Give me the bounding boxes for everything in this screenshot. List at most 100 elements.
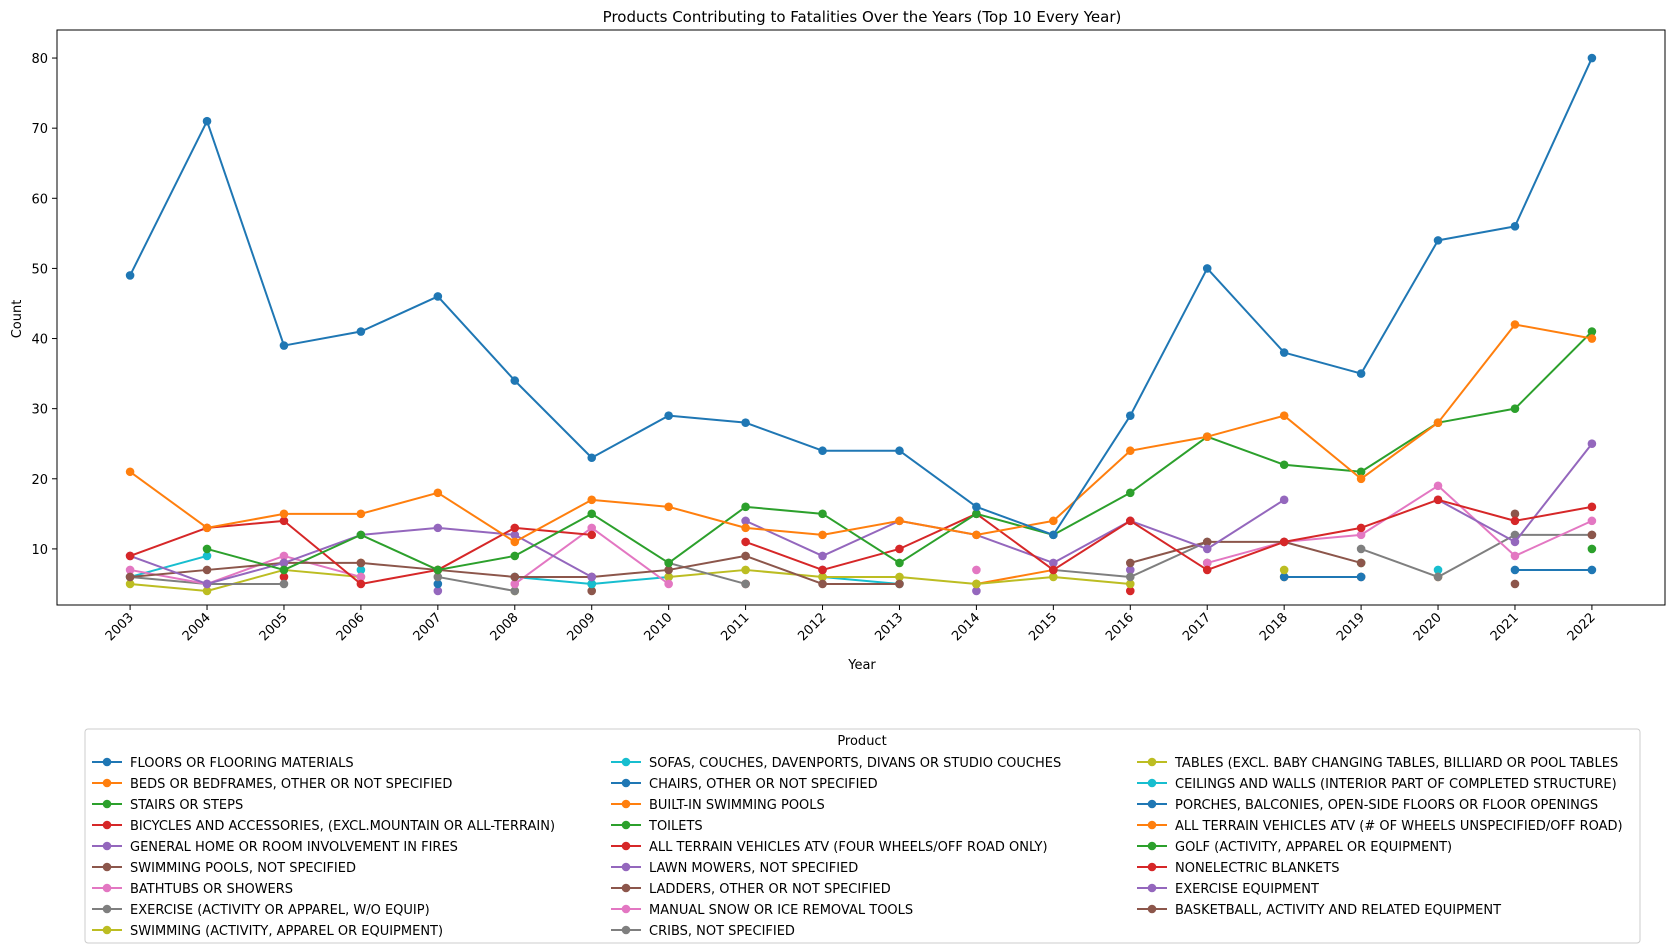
legend-label: TABLES (EXCL. BABY CHANGING TABLES, BILL… bbox=[1174, 756, 1618, 771]
legend-label: GENERAL HOME OR ROOM INVOLVEMENT IN FIRE… bbox=[130, 840, 458, 855]
series-point bbox=[741, 551, 750, 561]
legend-label: EXERCISE EQUIPMENT bbox=[1175, 882, 1319, 897]
series-group bbox=[125, 481, 1597, 589]
legend-label: CHAIRS, OTHER OR NOT SPECIFIED bbox=[649, 777, 878, 792]
series-point bbox=[1279, 495, 1289, 505]
series-point bbox=[1587, 502, 1597, 512]
series-line bbox=[745, 498, 1593, 571]
series-point bbox=[202, 544, 212, 554]
series-point bbox=[1510, 516, 1520, 526]
series-point bbox=[356, 558, 366, 568]
series-point bbox=[356, 327, 366, 336]
series-point bbox=[125, 579, 135, 589]
legend-marker bbox=[621, 904, 631, 914]
series-point bbox=[202, 579, 212, 589]
legend-marker bbox=[1147, 799, 1157, 809]
series-group bbox=[125, 53, 1597, 540]
legend-item: BEDS OR BEDFRAMES, OTHER OR NOT SPECIFIE… bbox=[92, 777, 452, 792]
series-point bbox=[125, 565, 135, 575]
legend-marker bbox=[621, 841, 631, 851]
legend-label: ALL TERRAIN VEHICLES ATV (# OF WHEELS UN… bbox=[1175, 819, 1623, 834]
series-point bbox=[510, 586, 520, 596]
series-point bbox=[1510, 537, 1520, 547]
legend-item: STAIRS OR STEPS bbox=[92, 798, 243, 813]
legend-marker bbox=[621, 799, 631, 809]
series-point bbox=[895, 544, 904, 554]
series-point bbox=[587, 453, 597, 463]
series-point bbox=[433, 565, 443, 575]
series-point bbox=[125, 572, 135, 582]
series-point bbox=[510, 537, 520, 547]
series-point bbox=[741, 418, 750, 427]
legend-item: LADDERS, OTHER OR NOT SPECIFIED bbox=[611, 882, 891, 897]
legend-marker bbox=[1147, 883, 1157, 893]
series-point bbox=[664, 558, 673, 568]
legend-label: NONELECTRIC BLANKETS bbox=[1175, 861, 1339, 876]
series-point bbox=[895, 579, 904, 589]
series-point bbox=[1356, 558, 1366, 568]
series-point bbox=[818, 565, 827, 575]
series-point bbox=[279, 509, 289, 519]
series-point bbox=[1279, 411, 1289, 420]
legend-label: SWIMMING (ACTIVITY, APPAREL OR EQUIPMENT… bbox=[130, 924, 443, 939]
legend-label: LADDERS, OTHER OR NOT SPECIFIED bbox=[649, 882, 891, 897]
series-point bbox=[125, 551, 135, 561]
series-point bbox=[510, 376, 520, 385]
legend-label: EXERCISE (ACTIVITY OR APPAREL, W/O EQUIP… bbox=[130, 903, 430, 918]
series-point bbox=[433, 572, 443, 582]
legend-item: LAWN MOWERS, NOT SPECIFIED bbox=[611, 861, 858, 876]
legend-marker bbox=[621, 925, 631, 935]
y-tick-label: 50 bbox=[31, 262, 48, 277]
series-point bbox=[1510, 404, 1520, 413]
series-point bbox=[1202, 544, 1212, 554]
legend-marker bbox=[102, 841, 112, 851]
series-point bbox=[279, 551, 289, 561]
y-tick-label: 70 bbox=[31, 122, 48, 137]
series-point bbox=[1510, 320, 1520, 329]
series-line bbox=[668, 561, 746, 585]
x-axis-label: Year bbox=[847, 658, 876, 673]
series-point bbox=[1587, 565, 1597, 575]
legend-item: CHAIRS, OTHER OR NOT SPECIFIED bbox=[611, 777, 878, 792]
series-point bbox=[1433, 495, 1443, 505]
series-point bbox=[125, 467, 135, 477]
series-point bbox=[1125, 488, 1135, 498]
legend-item: EXERCISE (ACTIVITY OR APPAREL, W/O EQUIP… bbox=[92, 903, 430, 918]
legend-title: Product bbox=[837, 734, 886, 749]
legend-marker bbox=[1147, 841, 1157, 851]
series-point bbox=[972, 509, 981, 519]
series-point bbox=[510, 523, 520, 533]
series-point bbox=[1587, 53, 1597, 63]
y-tick-label: 30 bbox=[31, 403, 48, 418]
legend-marker bbox=[1147, 904, 1157, 914]
series-point bbox=[1049, 530, 1058, 540]
legend-label: STAIRS OR STEPS bbox=[130, 798, 243, 813]
legend-marker bbox=[102, 778, 112, 788]
series-point bbox=[587, 586, 597, 596]
series-point bbox=[1356, 530, 1366, 540]
series-point bbox=[741, 502, 750, 512]
y-tick-label: 80 bbox=[31, 52, 48, 67]
series-point bbox=[818, 551, 827, 561]
legend-item: CRIBS, NOT SPECIFIED bbox=[611, 924, 795, 939]
series-point bbox=[1510, 551, 1520, 561]
series-line bbox=[745, 498, 1285, 564]
series-point bbox=[1125, 565, 1135, 575]
series-group bbox=[125, 320, 1597, 547]
legend-frame bbox=[84, 728, 1641, 944]
series-point bbox=[356, 565, 366, 575]
series-point bbox=[818, 572, 827, 582]
legend-marker bbox=[102, 820, 112, 830]
series-line bbox=[130, 568, 361, 592]
series-point bbox=[1125, 411, 1135, 420]
series-point bbox=[279, 572, 289, 582]
legend-marker bbox=[102, 904, 112, 914]
series-point bbox=[510, 530, 520, 540]
legend-label: BEDS OR BEDFRAMES, OTHER OR NOT SPECIFIE… bbox=[130, 777, 452, 792]
legend-label: BASKETBALL, ACTIVITY AND RELATED EQUIPME… bbox=[1175, 903, 1501, 918]
legend-marker bbox=[102, 799, 112, 809]
series-point bbox=[1356, 523, 1366, 533]
series-point bbox=[1356, 572, 1366, 582]
legend-label: FLOORS OR FLOORING MATERIALS bbox=[130, 756, 354, 771]
